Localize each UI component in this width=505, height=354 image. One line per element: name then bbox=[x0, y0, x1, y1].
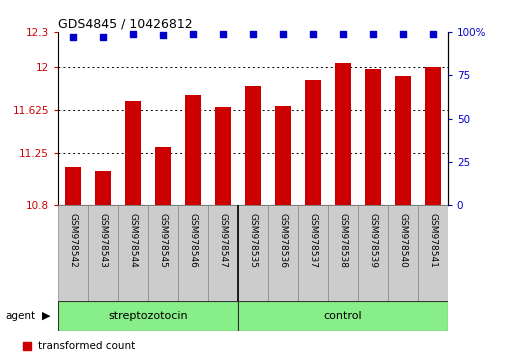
Bar bbox=[244, 86, 261, 205]
Bar bbox=[334, 63, 350, 205]
Text: GSM978547: GSM978547 bbox=[218, 213, 227, 268]
Bar bbox=[417, 205, 447, 301]
Bar bbox=[95, 171, 111, 205]
Point bbox=[189, 31, 197, 36]
Bar bbox=[357, 205, 387, 301]
Bar bbox=[148, 205, 178, 301]
Bar bbox=[118, 205, 148, 301]
Bar bbox=[155, 148, 171, 205]
Text: GSM978545: GSM978545 bbox=[158, 213, 167, 268]
Bar bbox=[364, 69, 380, 205]
Bar bbox=[178, 205, 208, 301]
Text: GSM978546: GSM978546 bbox=[188, 213, 197, 268]
Point bbox=[69, 34, 77, 40]
Point bbox=[99, 34, 107, 40]
Bar bbox=[65, 167, 81, 205]
Bar bbox=[125, 101, 141, 205]
Bar bbox=[268, 205, 297, 301]
Bar bbox=[58, 205, 88, 301]
Text: control: control bbox=[323, 311, 362, 321]
Bar bbox=[58, 301, 237, 331]
Point bbox=[428, 31, 436, 36]
Text: GSM978542: GSM978542 bbox=[69, 213, 78, 268]
Point bbox=[219, 31, 227, 36]
Bar bbox=[208, 205, 237, 301]
Point bbox=[308, 31, 316, 36]
Text: GSM978541: GSM978541 bbox=[427, 213, 436, 268]
Point bbox=[248, 31, 257, 36]
Point bbox=[278, 31, 286, 36]
Point bbox=[306, 75, 314, 81]
Point bbox=[306, 284, 314, 289]
Text: GSM978539: GSM978539 bbox=[368, 213, 377, 268]
Text: GSM978543: GSM978543 bbox=[98, 213, 108, 268]
Text: streptozotocin: streptozotocin bbox=[108, 311, 187, 321]
Text: GSM978535: GSM978535 bbox=[248, 213, 257, 268]
Bar bbox=[237, 301, 447, 331]
Text: GSM978537: GSM978537 bbox=[308, 213, 317, 268]
Text: GDS4845 / 10426812: GDS4845 / 10426812 bbox=[58, 18, 192, 31]
Bar bbox=[214, 107, 231, 205]
Point bbox=[159, 33, 167, 38]
Bar bbox=[297, 205, 327, 301]
Point bbox=[398, 31, 406, 36]
Bar bbox=[274, 106, 291, 205]
Point bbox=[129, 31, 137, 36]
Point bbox=[368, 31, 376, 36]
Bar bbox=[387, 205, 417, 301]
Point bbox=[338, 31, 346, 36]
Bar bbox=[394, 76, 410, 205]
Bar bbox=[237, 205, 268, 301]
Bar bbox=[184, 96, 201, 205]
Text: transformed count: transformed count bbox=[38, 341, 135, 352]
Text: GSM978540: GSM978540 bbox=[397, 213, 407, 268]
Bar bbox=[424, 67, 440, 205]
Text: GSM978536: GSM978536 bbox=[278, 213, 287, 268]
Text: ▶: ▶ bbox=[42, 311, 50, 321]
Bar bbox=[327, 205, 357, 301]
Bar bbox=[304, 80, 321, 205]
Text: GSM978538: GSM978538 bbox=[338, 213, 347, 268]
Text: GSM978544: GSM978544 bbox=[128, 213, 137, 268]
Text: agent: agent bbox=[5, 311, 35, 321]
Bar bbox=[88, 205, 118, 301]
